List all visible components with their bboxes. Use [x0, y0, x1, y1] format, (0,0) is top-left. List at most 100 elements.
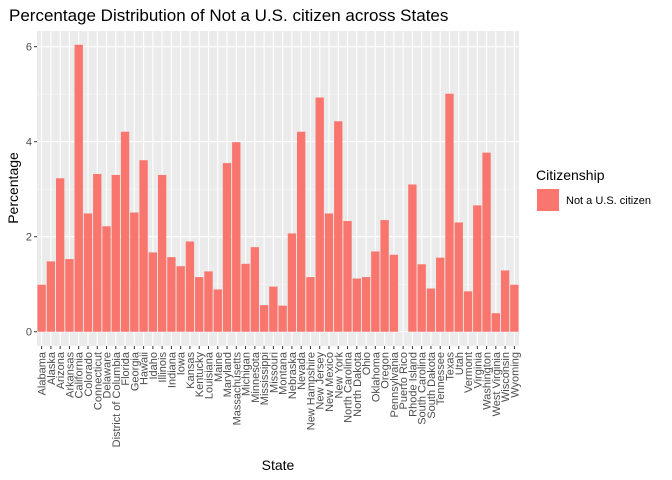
bar-nevada	[297, 131, 306, 332]
x-tick-label: Oklahoma	[370, 351, 382, 402]
y-tick-label: 0	[26, 327, 32, 339]
bar-maine	[213, 289, 222, 332]
bar-tennessee	[436, 257, 445, 332]
y-axis: 0 2 4 6	[26, 42, 37, 339]
x-tick-label: Nebraska	[287, 351, 299, 399]
x-tick-label: New Jersey	[315, 352, 327, 410]
x-tick-label: Colorado	[83, 352, 95, 397]
x-tick-label: New Hampshire	[305, 352, 317, 430]
x-tick-label: Vermont	[463, 352, 475, 393]
x-tick-label: Montana	[278, 351, 290, 395]
bar-new-mexico	[324, 213, 334, 332]
bar-idaho	[148, 252, 158, 332]
x-tick-label: Minnesota	[250, 351, 262, 403]
x-tick-label: Louisiana	[203, 351, 215, 399]
x-tick-label: California	[74, 351, 86, 398]
x-tick-label: Kansas	[185, 352, 197, 389]
bar-michigan	[241, 263, 250, 332]
bar-maryland	[222, 163, 232, 332]
legend-swatch	[537, 189, 559, 211]
bar-delaware	[102, 226, 111, 332]
bar-new-jersey	[315, 97, 324, 332]
bar-minnesota	[250, 247, 259, 332]
x-tick-label: Rhode Island	[407, 352, 419, 417]
x-tick-label: Alaska	[46, 351, 58, 385]
bar-alaska	[46, 261, 56, 332]
bar-oregon	[380, 220, 389, 332]
y-tick-label: 2	[26, 232, 32, 244]
x-axis: AlabamaAlaskaArizonaArkansasCaliforniaCo…	[37, 346, 521, 447]
bar-georgia	[130, 212, 139, 332]
x-tick-label: Virginia	[472, 351, 484, 388]
x-tick-label: Washington	[482, 352, 494, 410]
bar-colorado	[83, 213, 93, 332]
x-tick-label: New York	[333, 352, 345, 399]
x-tick-label: Massachusetts	[231, 352, 243, 426]
bar-new-york	[334, 121, 343, 332]
bar-virginia	[473, 205, 482, 332]
x-tick-label: Georgia	[129, 351, 141, 391]
bar-west-virginia	[491, 313, 500, 332]
x-tick-label: Puerto Rico	[398, 352, 410, 409]
bar-north-carolina	[343, 221, 352, 332]
legend-label: Not a U.S. citizen	[566, 195, 651, 207]
bar-nebraska	[287, 233, 297, 332]
bar-north-dakota	[352, 278, 361, 332]
bar-montana	[278, 305, 287, 332]
y-axis-title: Percentage	[5, 152, 21, 224]
x-tick-label: Connecticut	[92, 352, 104, 410]
x-tick-label: Mississippi	[259, 352, 271, 405]
x-tick-label: West Virginia	[491, 351, 503, 416]
bar-arizona	[56, 178, 65, 332]
bar-hawaii	[139, 160, 148, 332]
bar-rhode-island	[408, 184, 417, 332]
x-tick-label: District of Columbia	[111, 351, 123, 447]
bar-washington	[482, 152, 491, 332]
bar-texas	[445, 93, 454, 332]
bar-ohio	[361, 277, 371, 332]
y-tick-label: 4	[26, 137, 32, 149]
x-tick-label: New Mexico	[324, 352, 336, 412]
bar-vermont	[463, 291, 473, 332]
x-tick-label: Maine	[213, 352, 225, 382]
x-tick-label: North Carolina	[343, 351, 355, 423]
x-tick-label: Arizona	[55, 351, 67, 389]
chart-title: Percentage Distribution of Not a U.S. ci…	[9, 6, 448, 25]
bar-massachusetts	[232, 142, 241, 332]
bar-missouri	[269, 286, 278, 332]
x-tick-label: Maryland	[222, 352, 234, 397]
x-tick-label: Wisconsin	[500, 352, 512, 402]
x-tick-label: Kentucky	[194, 352, 206, 398]
x-tick-label: South Dakota	[426, 351, 438, 419]
x-tick-label: Arkansas	[64, 352, 76, 398]
bar-louisiana	[204, 271, 213, 332]
bar-new-hampshire	[306, 277, 315, 332]
x-tick-label: Florida	[120, 351, 132, 386]
x-tick-label: Hawaii	[139, 352, 151, 385]
x-tick-label: South Carolina	[417, 351, 429, 425]
x-tick-label: Missouri	[268, 352, 280, 393]
x-tick-label: Iowa	[176, 351, 188, 375]
x-tick-label: Pennsylvania	[389, 351, 401, 417]
bar-district-of-columbia	[111, 174, 120, 332]
y-tick-label: 6	[26, 42, 32, 54]
bar-kansas	[185, 241, 195, 332]
bar-mississippi	[259, 305, 269, 332]
x-tick-label: Idaho	[148, 352, 160, 380]
x-axis-title: State	[262, 457, 295, 473]
bar-wisconsin	[500, 270, 510, 332]
x-tick-label: North Dakota	[352, 351, 364, 417]
x-tick-label: Oregon	[380, 352, 392, 389]
x-tick-label: Ohio	[361, 352, 373, 375]
x-tick-label: Wyoming	[509, 352, 521, 398]
x-tick-label: Illinois	[157, 352, 169, 383]
bar-california	[74, 44, 83, 332]
x-tick-label: Michigan	[241, 352, 253, 396]
bar-alabama	[37, 284, 46, 332]
bar-wyoming	[510, 284, 519, 332]
bar-illinois	[157, 174, 167, 332]
x-tick-label: Alabama	[37, 351, 49, 395]
bar-indiana	[167, 257, 176, 332]
x-tick-label: Delaware	[102, 352, 114, 398]
